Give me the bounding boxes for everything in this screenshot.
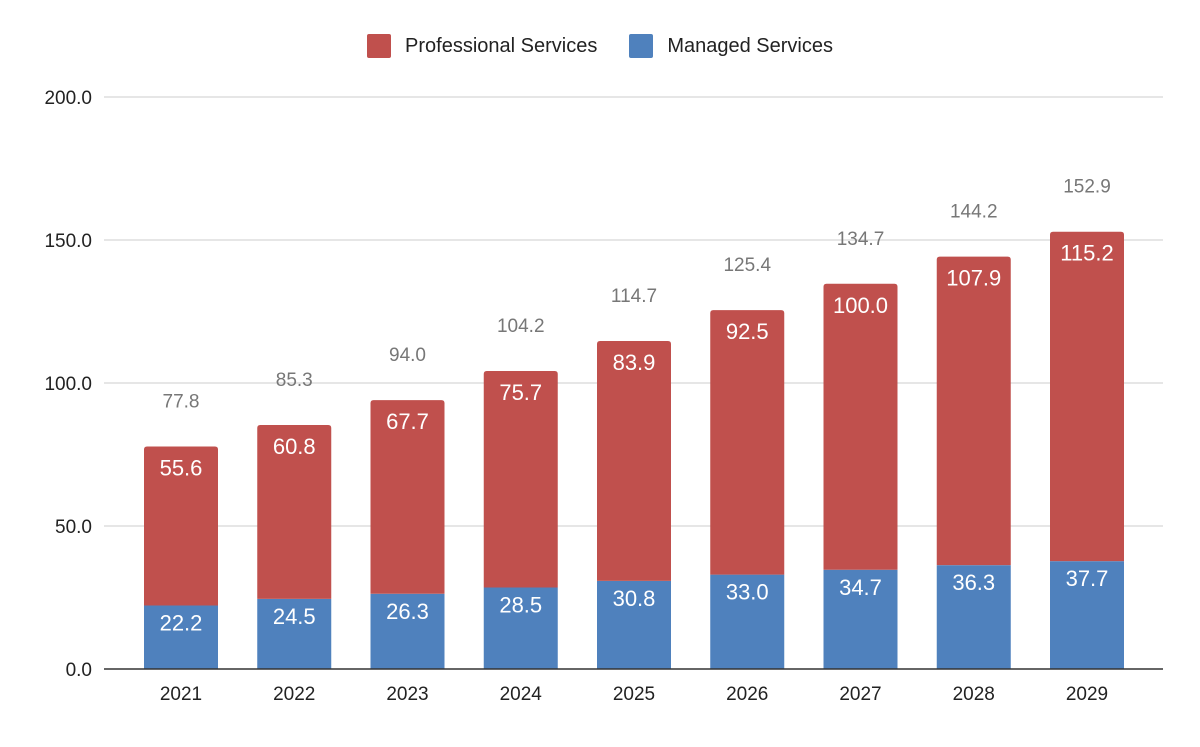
x-tick-label: 2025	[613, 684, 655, 705]
x-tick-label: 2027	[839, 684, 881, 705]
y-tick-label: 0.0	[66, 660, 92, 681]
y-tick-label: 150.0	[44, 231, 92, 252]
x-tick-label: 2023	[386, 684, 428, 705]
y-tick-label: 200.0	[44, 88, 92, 109]
bar-managed-services	[1050, 561, 1124, 669]
x-tick-label: 2024	[500, 684, 543, 705]
bar-managed-services	[257, 598, 332, 669]
data-label-total: 85.3	[276, 370, 313, 391]
bar-professional-services	[483, 370, 558, 588]
bar-managed-services	[936, 565, 1011, 669]
data-label-professional-services: 83.9	[613, 350, 656, 375]
x-tick-label: 2021	[160, 684, 202, 705]
bar-professional-services	[710, 310, 785, 575]
legend: Professional Services Managed Services	[0, 34, 1200, 58]
bar-professional-services	[1050, 231, 1124, 562]
legend-item-managed-services[interactable]: Managed Services	[629, 34, 833, 58]
data-label-total: 114.7	[611, 286, 657, 307]
data-label-professional-services: 60.8	[273, 434, 316, 459]
legend-label-professional-services: Professional Services	[405, 34, 598, 57]
data-label-professional-services: 55.6	[160, 455, 203, 480]
data-label-total: 77.8	[163, 391, 200, 412]
legend-label-managed-services: Managed Services	[667, 34, 833, 57]
x-tick-label: 2029	[1066, 684, 1108, 705]
data-label-managed-services: 37.7	[1066, 566, 1109, 591]
data-label-professional-services: 100.0	[833, 293, 888, 318]
data-label-professional-services: 107.9	[946, 266, 1001, 291]
data-label-managed-services: 30.8	[613, 586, 656, 611]
data-label-professional-services: 75.7	[499, 380, 542, 405]
bar-managed-services	[710, 574, 785, 669]
legend-swatch-professional-services	[367, 34, 392, 58]
data-label-professional-services: 67.7	[386, 409, 429, 434]
data-label-total: 125.4	[723, 255, 771, 276]
x-tick-label: 2028	[953, 684, 995, 705]
bar-managed-services	[370, 593, 445, 669]
data-label-total: 104.2	[497, 316, 545, 337]
y-tick-label: 50.0	[55, 517, 92, 538]
bar-professional-services	[936, 256, 1011, 566]
data-label-managed-services: 34.7	[839, 575, 882, 600]
data-label-total: 152.9	[1063, 177, 1111, 198]
data-label-professional-services: 115.2	[1060, 241, 1113, 266]
data-label-managed-services: 28.5	[499, 592, 542, 617]
bar-professional-services	[823, 283, 898, 570]
data-label-total: 94.0	[389, 345, 426, 366]
data-label-managed-services: 26.3	[386, 599, 429, 624]
bar-managed-services	[823, 569, 898, 669]
legend-swatch-managed-services	[629, 34, 654, 58]
data-label-managed-services: 33.0	[726, 580, 769, 605]
x-tick-label: 2026	[726, 684, 768, 705]
data-label-professional-services: 92.5	[726, 319, 769, 344]
bar-professional-services	[370, 400, 445, 594]
bar-managed-services	[144, 605, 218, 669]
legend-item-professional-services[interactable]: Professional Services	[367, 34, 597, 58]
x-tick-label: 2022	[273, 684, 315, 705]
bar-professional-services	[257, 425, 332, 599]
data-label-total: 134.7	[837, 229, 885, 250]
data-label-managed-services: 22.2	[160, 611, 203, 636]
data-label-managed-services: 24.5	[273, 604, 316, 629]
bar-professional-services	[597, 340, 671, 581]
bar-managed-services	[483, 587, 558, 669]
bar-professional-services	[144, 446, 218, 606]
bar-managed-services	[597, 580, 671, 669]
data-label-managed-services: 36.3	[952, 570, 995, 595]
data-label-total: 144.2	[950, 202, 998, 223]
y-tick-label: 100.0	[44, 374, 92, 395]
